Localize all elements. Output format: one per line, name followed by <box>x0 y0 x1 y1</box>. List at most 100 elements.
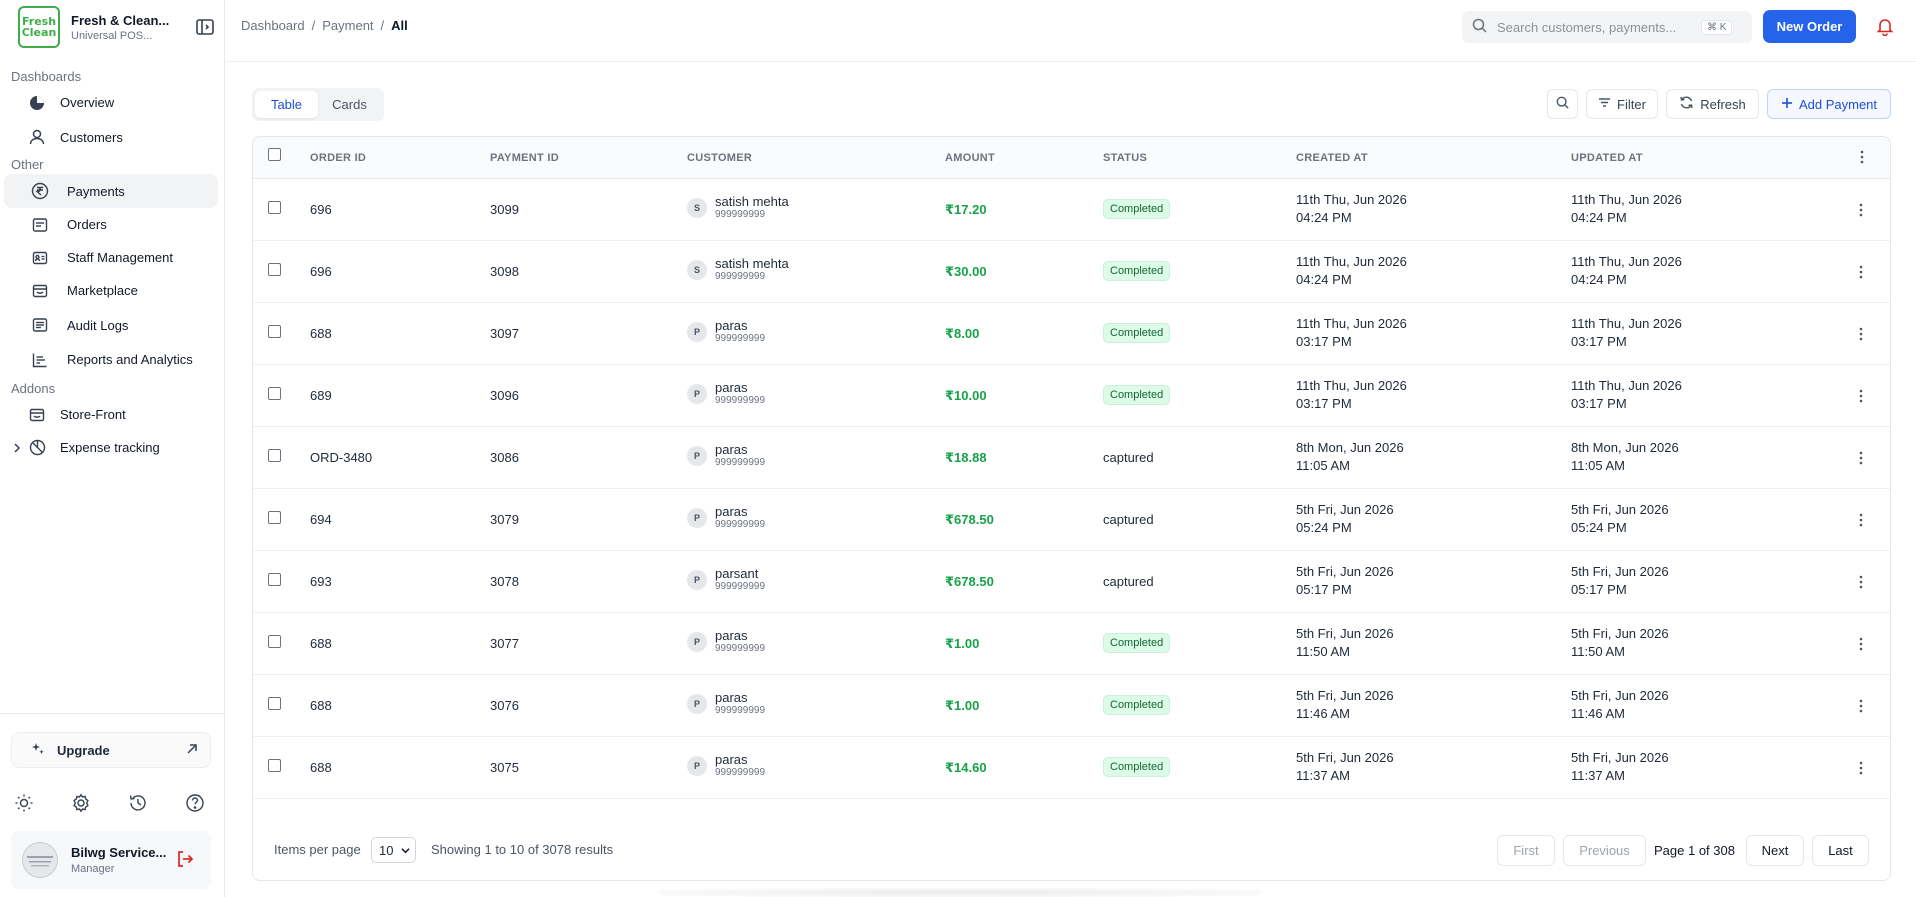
theme-toggle-icon[interactable] <box>14 792 71 814</box>
row-actions-icon[interactable] <box>1859 203 1863 220</box>
customer-initial: P <box>687 693 707 714</box>
help-icon[interactable] <box>185 792 242 814</box>
order-id: 696 <box>310 202 332 217</box>
sidebar-item-payments[interactable]: Payments <box>4 174 218 208</box>
items-per-page-select[interactable]: 10 <box>371 837 416 863</box>
sidebar-item-orders[interactable]: Orders <box>4 208 218 241</box>
table-row[interactable]: 688 3077 P paras 999999999 ₹1.00 Complet… <box>253 613 1890 675</box>
row-checkbox[interactable] <box>268 263 281 276</box>
row-actions-icon[interactable] <box>1859 699 1863 716</box>
payment-id: 3086 <box>490 450 519 465</box>
search-input[interactable] <box>1497 19 1697 35</box>
table-row[interactable]: 696 3098 S satish mehta 999999999 ₹30.00… <box>253 241 1890 303</box>
created-time: 03:17 PM <box>1296 396 1352 411</box>
breadcrumb-payment[interactable]: Payment <box>322 18 374 33</box>
table-row[interactable]: 696 3099 S satish mehta 999999999 ₹17.20… <box>253 179 1890 241</box>
table-row[interactable]: 694 3079 P paras 999999999 ₹678.50 captu… <box>253 489 1890 551</box>
new-order-button[interactable]: New Order <box>1763 10 1856 43</box>
table-row[interactable]: 688 3075 P paras 999999999 ₹14.60 Comple… <box>253 737 1890 799</box>
chevron-right-icon[interactable] <box>12 442 28 453</box>
select-all-checkbox[interactable] <box>268 148 281 161</box>
sparkle-icon <box>31 742 45 759</box>
table-row[interactable]: 688 3097 P paras 999999999 ₹8.00 Complet… <box>253 303 1890 365</box>
created-time: 11:37 AM <box>1296 768 1350 783</box>
col-status[interactable]: STATUS <box>1103 152 1148 164</box>
breadcrumb-dashboard[interactable]: Dashboard <box>241 18 305 33</box>
filter-button[interactable]: Filter <box>1586 89 1658 119</box>
arrow-up-right-icon <box>186 743 198 758</box>
row-checkbox[interactable] <box>268 697 281 710</box>
sidebar-item-staff-management[interactable]: Staff Management <box>4 241 218 274</box>
row-actions-icon[interactable] <box>1859 575 1863 592</box>
table-row[interactable]: ORD-3480 3086 P paras 999999999 ₹18.88 c… <box>253 427 1890 489</box>
previous-page-button[interactable]: Previous <box>1563 835 1646 866</box>
upgrade-button[interactable]: Upgrade <box>11 732 211 768</box>
created-at: 5th Fri, Jun 2026 11:46 AM <box>1296 687 1394 723</box>
col-created-at[interactable]: CREATED AT <box>1296 152 1368 164</box>
updated-at: 8th Mon, Jun 2026 11:05 AM <box>1571 439 1679 475</box>
history-icon[interactable] <box>128 792 185 814</box>
customer-name: satish mehta <box>715 194 789 209</box>
row-checkbox[interactable] <box>268 325 281 338</box>
col-order-id[interactable]: ORDER ID <box>310 152 367 164</box>
row-checkbox[interactable] <box>268 635 281 648</box>
col-amount[interactable]: AMOUNT <box>945 152 996 164</box>
order-id: 689 <box>310 388 332 403</box>
row-actions-icon[interactable] <box>1859 451 1863 468</box>
status-badge: Completed <box>1103 695 1171 715</box>
customer: P paras 999999999 <box>687 628 765 655</box>
user-card[interactable]: Bilwg Service... Manager <box>11 831 211 889</box>
first-page-button[interactable]: First <box>1497 835 1555 866</box>
column-menu-icon[interactable] <box>1860 150 1864 167</box>
sidebar-item-reports[interactable]: Reports and Analytics <box>4 343 218 376</box>
created-date: 11th Thu, Jun 2026 <box>1296 192 1407 207</box>
sidebar-item-store-front[interactable]: Store-Front <box>4 398 218 431</box>
row-checkbox[interactable] <box>268 387 281 400</box>
row-checkbox[interactable] <box>268 449 281 462</box>
user-icon <box>28 128 46 146</box>
amount: ₹30.00 <box>945 264 987 279</box>
sidebar-item-expense-tracking[interactable]: Expense tracking <box>4 431 218 464</box>
row-checkbox[interactable] <box>268 201 281 214</box>
sidebar-item-overview[interactable]: Overview <box>4 86 218 119</box>
logout-icon[interactable] <box>175 849 195 872</box>
row-actions-icon[interactable] <box>1859 327 1863 344</box>
top-header: Dashboard/Payment/All ⌘ K New Order <box>226 0 1916 62</box>
row-actions-icon[interactable] <box>1859 761 1863 778</box>
row-actions-icon[interactable] <box>1859 513 1863 530</box>
tab-cards[interactable]: Cards <box>332 97 367 112</box>
customer-name: parsant <box>715 566 759 581</box>
bell-icon[interactable] <box>1875 16 1895 39</box>
global-search[interactable]: ⌘ K <box>1462 11 1752 43</box>
sidebar-item-marketplace[interactable]: Marketplace <box>4 274 218 307</box>
add-payment-button[interactable]: Add Payment <box>1767 89 1891 119</box>
customer-initial: P <box>687 631 707 652</box>
sidebar-item-customers[interactable]: Customers <box>4 119 218 155</box>
table-row[interactable]: 693 3078 P parsant 999999999 ₹678.50 cap… <box>253 551 1890 613</box>
status-text: captured <box>1103 574 1154 589</box>
last-page-button[interactable]: Last <box>1812 835 1869 866</box>
status-badge: Completed <box>1103 633 1171 653</box>
row-checkbox[interactable] <box>268 573 281 586</box>
updated-date: 5th Fri, Jun 2026 <box>1571 750 1669 765</box>
col-customer[interactable]: CUSTOMER <box>687 152 753 164</box>
col-updated-at[interactable]: UPDATED AT <box>1571 152 1643 164</box>
row-checkbox[interactable] <box>268 759 281 772</box>
table-row[interactable]: 688 3076 P paras 999999999 ₹1.00 Complet… <box>253 675 1890 737</box>
tab-table[interactable]: Table <box>255 91 318 118</box>
brand[interactable]: Fresh Clean Fresh & Clean... Universal P… <box>0 1 224 53</box>
refresh-button[interactable]: Refresh <box>1666 89 1759 119</box>
table-row[interactable]: 689 3096 P paras 999999999 ₹10.00 Comple… <box>253 365 1890 427</box>
row-actions-icon[interactable] <box>1859 389 1863 406</box>
sidebar-item-audit-logs[interactable]: Audit Logs <box>4 307 218 343</box>
row-checkbox[interactable] <box>268 511 281 524</box>
row-actions-icon[interactable] <box>1859 637 1863 654</box>
table-search-button[interactable] <box>1547 89 1578 119</box>
row-actions-icon[interactable] <box>1859 265 1863 282</box>
customer-phone: 999999999 <box>715 643 766 654</box>
settings-gear-icon[interactable] <box>71 792 128 814</box>
updated-at: 5th Fri, Jun 2026 11:50 AM <box>1571 625 1669 661</box>
col-payment-id[interactable]: PAYMENT ID <box>490 152 560 164</box>
next-page-button[interactable]: Next <box>1746 835 1804 866</box>
sidebar-toggle-icon[interactable] <box>195 17 215 37</box>
